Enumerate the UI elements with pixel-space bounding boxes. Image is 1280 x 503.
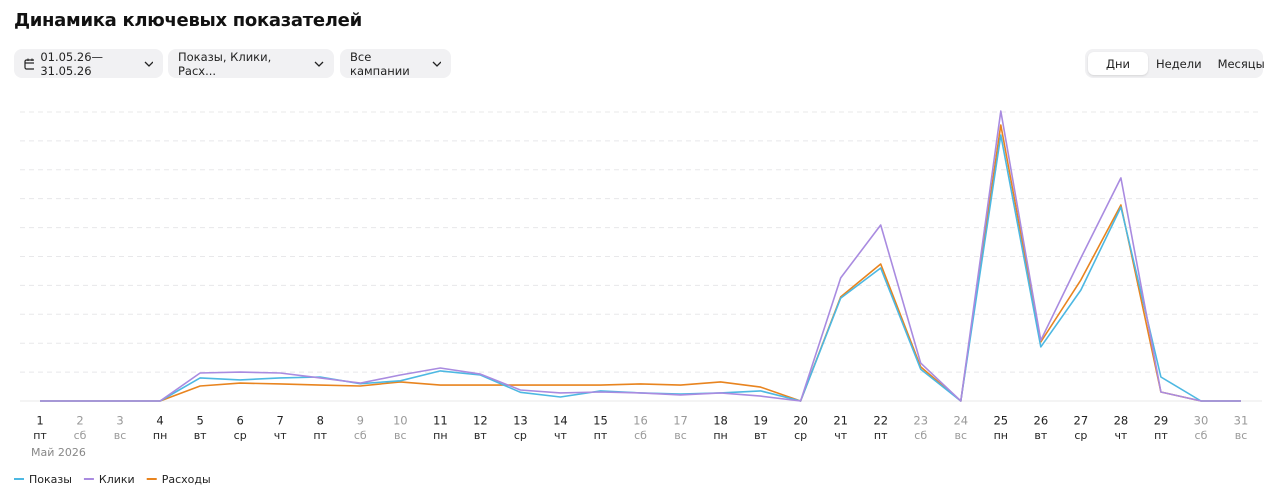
x-tick-weekday: пт bbox=[33, 429, 47, 442]
x-tick-label: 28 bbox=[1114, 414, 1129, 428]
x-tick-label: 29 bbox=[1154, 414, 1169, 428]
legend-label: Расходы bbox=[162, 473, 211, 486]
x-tick-label: 16 bbox=[633, 414, 648, 428]
granularity-option[interactable]: Дни bbox=[1088, 52, 1148, 75]
x-tick-weekday: сб bbox=[354, 429, 367, 442]
x-tick-weekday: пн bbox=[433, 429, 447, 442]
x-tick-label: 26 bbox=[1034, 414, 1049, 428]
x-tick-label: 3 bbox=[116, 414, 123, 428]
x-tick-label: 21 bbox=[833, 414, 848, 428]
x-tick-weekday: чт bbox=[274, 429, 287, 442]
x-tick-label: 22 bbox=[873, 414, 888, 428]
x-tick-label: 18 bbox=[713, 414, 728, 428]
x-tick-label: 4 bbox=[156, 414, 163, 428]
x-tick-label: 2 bbox=[76, 414, 83, 428]
x-tick-label: 25 bbox=[993, 414, 1008, 428]
x-tick-label: 12 bbox=[473, 414, 488, 428]
x-tick-weekday: пн bbox=[153, 429, 167, 442]
x-tick-weekday: ср bbox=[514, 429, 527, 442]
x-tick-weekday: пт bbox=[313, 429, 327, 442]
x-tick-weekday: ср bbox=[794, 429, 807, 442]
x-tick-label: 7 bbox=[277, 414, 284, 428]
metrics-text: Показы, Клики, Расх... bbox=[178, 49, 272, 78]
series-line bbox=[40, 134, 1241, 402]
x-tick-weekday: вт bbox=[474, 429, 487, 442]
x-tick-label: 14 bbox=[553, 414, 568, 428]
x-tick-label: 9 bbox=[357, 414, 364, 428]
x-tick-weekday: сб bbox=[914, 429, 927, 442]
x-tick-weekday: вт bbox=[194, 429, 207, 442]
x-tick-label: 5 bbox=[196, 414, 203, 428]
x-tick-label: 1 bbox=[36, 414, 43, 428]
campaign-text: Все кампании bbox=[350, 49, 410, 78]
x-tick-label: 31 bbox=[1234, 414, 1249, 428]
x-tick-label: 17 bbox=[673, 414, 688, 428]
x-tick-weekday: сб bbox=[634, 429, 647, 442]
x-tick-label: 23 bbox=[913, 414, 928, 428]
x-tick-weekday: пт bbox=[594, 429, 608, 442]
page-title: Динамика ключевых показателей bbox=[14, 10, 362, 31]
series-line bbox=[40, 124, 1241, 402]
x-tick-label: 19 bbox=[753, 414, 768, 428]
date-range-text: 01.05.26—31.05.26 bbox=[40, 49, 104, 78]
x-tick-label: 15 bbox=[593, 414, 608, 428]
legend-label: Показы bbox=[29, 473, 72, 486]
x-tick-weekday: вт bbox=[754, 429, 767, 442]
chevron bbox=[314, 61, 324, 67]
legend-label: Клики bbox=[99, 473, 135, 486]
date-range[interactable]: 01.05.26—31.05.26 bbox=[14, 49, 163, 78]
x-tick-weekday: вс bbox=[394, 429, 407, 442]
x-tick-label: 30 bbox=[1194, 414, 1209, 428]
calendar-icon bbox=[24, 58, 35, 70]
x-tick-label: 24 bbox=[953, 414, 968, 428]
x-axis-label: Май 2026 bbox=[31, 446, 86, 459]
granularity-option[interactable]: Месяцы bbox=[1217, 56, 1265, 71]
x-tick-label: 10 bbox=[393, 414, 408, 428]
metrics-select[interactable]: Показы, Клики, Расх... bbox=[168, 49, 334, 78]
x-tick-weekday: вс bbox=[955, 429, 968, 442]
x-tick-label: 20 bbox=[793, 414, 808, 428]
x-tick-label: 13 bbox=[513, 414, 528, 428]
x-tick-label: 6 bbox=[237, 414, 244, 428]
x-tick-label: 8 bbox=[317, 414, 324, 428]
x-tick-weekday: сб bbox=[1195, 429, 1208, 442]
x-tick-weekday: пн bbox=[994, 429, 1008, 442]
x-tick-weekday: пн bbox=[713, 429, 727, 442]
x-tick-weekday: чт bbox=[1114, 429, 1127, 442]
x-tick-weekday: ср bbox=[1074, 429, 1087, 442]
x-tick-weekday: вт bbox=[1034, 429, 1047, 442]
granularity-option[interactable]: Недели bbox=[1155, 56, 1202, 71]
x-tick-weekday: вс bbox=[674, 429, 687, 442]
x-tick-weekday: сб bbox=[74, 429, 87, 442]
x-tick-label: 27 bbox=[1074, 414, 1089, 428]
x-tick-weekday: вс bbox=[114, 429, 127, 442]
series-line bbox=[40, 110, 1241, 402]
x-tick-weekday: ср bbox=[234, 429, 247, 442]
chevron bbox=[432, 61, 441, 67]
x-tick-label: 11 bbox=[433, 414, 448, 428]
x-tick-weekday: чт bbox=[554, 429, 567, 442]
x-tick-weekday: пт bbox=[1154, 429, 1168, 442]
campaign-select[interactable]: Все кампании bbox=[340, 49, 451, 78]
x-tick-weekday: пт bbox=[874, 429, 888, 442]
x-tick-weekday: вс bbox=[1235, 429, 1248, 442]
chevron bbox=[144, 61, 153, 67]
x-tick-weekday: чт bbox=[834, 429, 847, 442]
granularity-toggle: Дни Недели Месяцы bbox=[1085, 49, 1265, 78]
